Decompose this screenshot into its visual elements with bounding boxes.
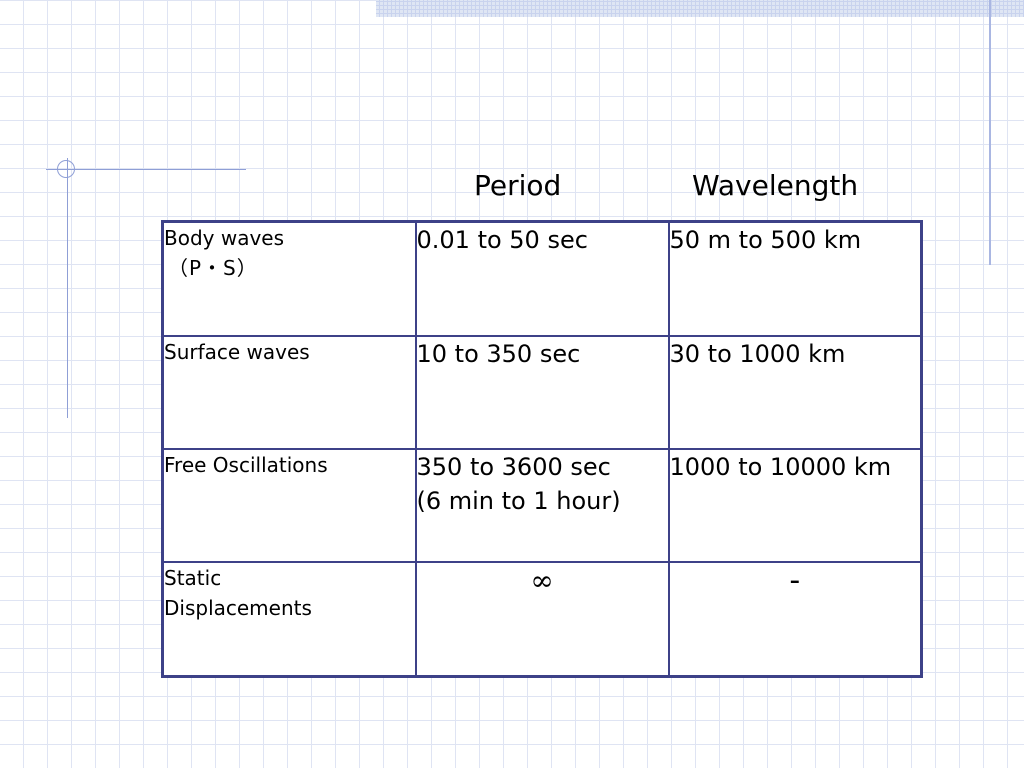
- row-label-line2: Displacements: [164, 596, 312, 621]
- left-decorative-line: [67, 158, 68, 418]
- row-label-cell: Static Displacements: [161, 561, 417, 678]
- seismic-waves-table: Body waves （P・S） 0.01 to 50 sec 50 m to …: [161, 220, 923, 678]
- row-label: Free Oscillations: [164, 452, 328, 477]
- title-decorative-line: [46, 169, 246, 170]
- period-header: Period: [474, 169, 562, 202]
- period-cell-infinity: ∞: [414, 561, 670, 678]
- row-label-cell: Body waves （P・S）: [161, 220, 417, 337]
- row-label: Body waves: [164, 226, 285, 250]
- row-label-cell: Surface waves: [161, 334, 417, 450]
- period-note: (6 min to 1 hour): [416, 486, 621, 515]
- wavelength-header: Wavelength: [692, 169, 859, 202]
- top-decorative-band: [376, 0, 1024, 17]
- table-row-free-oscillations: Free Oscillations 350 to 3600 sec (6 min…: [161, 447, 923, 564]
- wavelength-cell: 50 m to 500 km: [667, 220, 923, 337]
- row-label: Surface waves: [164, 339, 310, 364]
- period-cell: 10 to 350 sec: [414, 334, 670, 450]
- right-decorative-line: [989, 0, 991, 265]
- period-value: 350 to 3600 sec: [416, 452, 611, 481]
- period-cell: 350 to 3600 sec (6 min to 1 hour): [414, 447, 670, 564]
- table-row-surface-waves: Surface waves 10 to 350 sec 30 to 1000 k…: [161, 334, 923, 450]
- wavelength-cell: 1000 to 10000 km: [667, 447, 923, 564]
- table-row-body-waves: Body waves （P・S） 0.01 to 50 sec 50 m to …: [161, 220, 923, 337]
- row-sublabel: （P・S）: [168, 256, 258, 280]
- wavelength-cell-dash: -: [667, 561, 923, 678]
- table-row-static-displacements: Static Displacements ∞ -: [161, 561, 923, 678]
- decorative-circle: [57, 160, 75, 178]
- wavelength-cell: 30 to 1000 km: [667, 334, 923, 450]
- row-label: Static: [164, 566, 222, 591]
- row-label-cell: Free Oscillations: [161, 447, 417, 564]
- period-cell: 0.01 to 50 sec: [414, 220, 670, 337]
